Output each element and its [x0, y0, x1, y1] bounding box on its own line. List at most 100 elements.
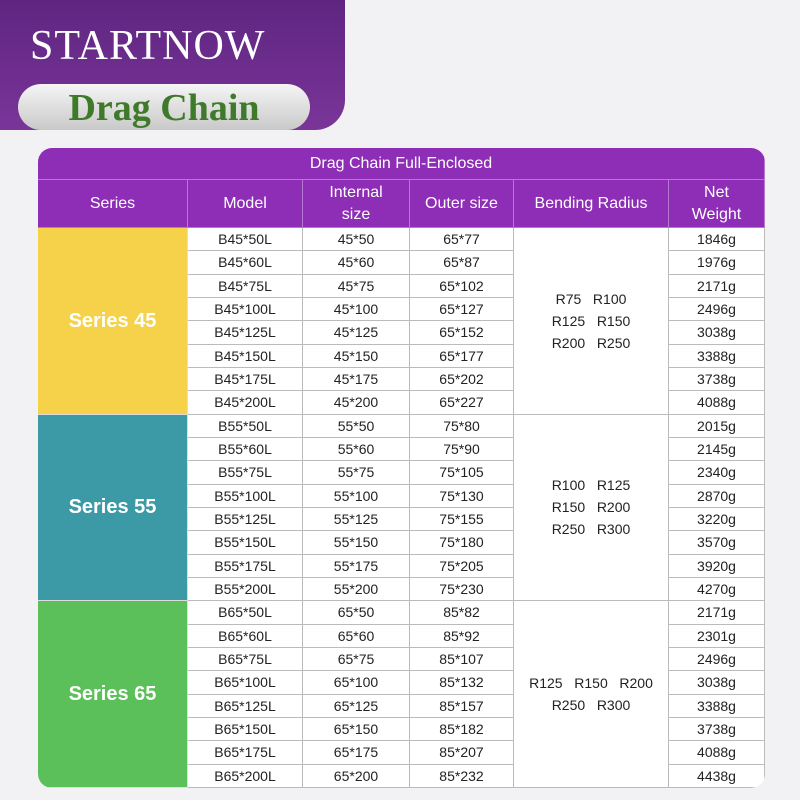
data-cell-text: 75*205	[439, 557, 484, 574]
data-cell: 65*202	[410, 367, 514, 392]
data-cell: 3220g	[669, 507, 765, 532]
data-cell-text: 65*100	[333, 674, 379, 691]
data-cell: 45*100	[303, 297, 410, 322]
data-cell-text: 2496g	[697, 301, 736, 318]
data-cell-text: 2015g	[697, 417, 736, 434]
data-cell-text: B55*150L	[214, 534, 276, 551]
data-cell: 85*132	[410, 671, 514, 695]
data-cell: B45*200L	[188, 391, 303, 415]
data-cell-text: B65*50L	[218, 604, 272, 621]
series-cell: Series 65	[38, 601, 188, 788]
data-cell: 65*87	[410, 251, 514, 275]
data-cell: B55*50L	[188, 414, 303, 438]
column-header-text: Bending Radius	[534, 194, 648, 212]
column-header: Outer size	[410, 180, 514, 228]
data-cell-text: 45*50	[337, 231, 375, 248]
data-cell-text: 4270g	[697, 581, 736, 598]
data-cell: 3038g	[669, 321, 765, 345]
data-cell: B45*50L	[188, 228, 303, 252]
data-cell: B45*100L	[188, 297, 303, 322]
data-cell: B55*60L	[188, 437, 303, 462]
radius-line: R125 R150	[551, 312, 631, 329]
data-cell-text: 3738g	[697, 721, 736, 738]
data-cell-text: B45*200L	[214, 394, 276, 411]
data-cell-text: 65*60	[337, 627, 375, 644]
data-cell: 55*50	[303, 414, 410, 438]
data-cell: 75*105	[410, 461, 514, 485]
column-header: Bending Radius	[514, 180, 669, 228]
data-cell-text: 2171g	[697, 604, 736, 621]
data-cell: 3738g	[669, 717, 765, 742]
data-cell-text: 65*50	[337, 604, 375, 621]
data-cell: 4088g	[669, 741, 765, 765]
data-cell: B45*150L	[188, 344, 303, 368]
data-cell: 2301g	[669, 624, 765, 648]
data-cell: B55*100L	[188, 484, 303, 508]
data-cell: 1976g	[669, 251, 765, 275]
data-cell-text: 75*130	[439, 487, 484, 504]
data-cell: B45*175L	[188, 367, 303, 392]
data-cell-text: 45*175	[333, 371, 379, 388]
column-header: Net Weight	[669, 180, 765, 228]
column-header-text: Net Weight	[691, 183, 742, 223]
data-cell-text: B65*125L	[214, 697, 276, 714]
banner: STARTNOW Drag Chain	[0, 0, 345, 130]
radius-line: R75 R100	[555, 290, 627, 307]
data-cell-text: B65*150L	[214, 721, 276, 738]
column-header-text: Series	[89, 194, 136, 212]
data-cell-text: 2301g	[697, 627, 736, 644]
data-cell-text: 55*125	[333, 511, 379, 528]
column-header-text: Model	[223, 194, 267, 212]
data-cell-text: 85*232	[439, 767, 484, 784]
data-cell: 2015g	[669, 414, 765, 438]
data-cell-text: 75*230	[439, 581, 484, 598]
data-cell: 85*182	[410, 717, 514, 742]
data-cell: B55*200L	[188, 577, 303, 602]
data-cell: 2171g	[669, 274, 765, 298]
column-header-text: Outer size	[425, 194, 498, 212]
data-cell-text: 4088g	[697, 394, 736, 411]
data-cell-text: 65*127	[439, 301, 484, 318]
data-cell-text: B65*60L	[218, 627, 272, 644]
series-cell: Series 55	[38, 414, 188, 602]
data-cell-text: 3038g	[697, 324, 736, 341]
data-cell: 65*102	[410, 274, 514, 298]
column-header: Model	[188, 180, 303, 228]
data-cell: 65*175	[303, 741, 410, 765]
data-cell: 45*125	[303, 321, 410, 345]
data-cell: B45*125L	[188, 321, 303, 345]
data-cell: B65*60L	[188, 624, 303, 648]
data-cell-text: 65*175	[333, 744, 379, 761]
data-cell-text: 55*175	[333, 557, 379, 574]
data-cell-text: 3570g	[697, 534, 736, 551]
data-cell: 55*60	[303, 437, 410, 462]
data-cell: B55*175L	[188, 554, 303, 578]
data-cell: 65*75	[303, 647, 410, 672]
data-cell-text: B55*175L	[214, 557, 276, 574]
data-cell: 4270g	[669, 577, 765, 602]
data-cell-text: 75*80	[443, 417, 480, 434]
data-cell: 2496g	[669, 297, 765, 322]
data-cell-text: B45*75L	[218, 277, 272, 294]
data-cell: 65*200	[303, 764, 410, 788]
data-cell-text: 2496g	[697, 651, 736, 668]
data-cell-text: 2870g	[697, 487, 736, 504]
data-cell-text: 65*125	[333, 697, 379, 714]
data-cell: 85*207	[410, 741, 514, 765]
data-cell-text: 45*150	[333, 347, 379, 364]
data-cell: B45*75L	[188, 274, 303, 298]
radius-line: R100 R125	[551, 477, 631, 494]
data-cell-text: B65*200L	[214, 767, 276, 784]
data-cell-text: 55*150	[333, 534, 379, 551]
data-cell-text: 65*102	[439, 277, 484, 294]
data-cell-text: 55*75	[337, 464, 375, 481]
data-cell-text: 3220g	[697, 511, 736, 528]
data-cell-text: B45*60L	[218, 254, 272, 271]
data-cell: 75*180	[410, 531, 514, 555]
column-header: Internal size	[303, 180, 410, 228]
data-cell-text: B65*100L	[214, 674, 276, 691]
data-cell: 55*75	[303, 461, 410, 485]
data-cell-text: 65*77	[443, 231, 480, 248]
data-cell: 75*230	[410, 577, 514, 602]
